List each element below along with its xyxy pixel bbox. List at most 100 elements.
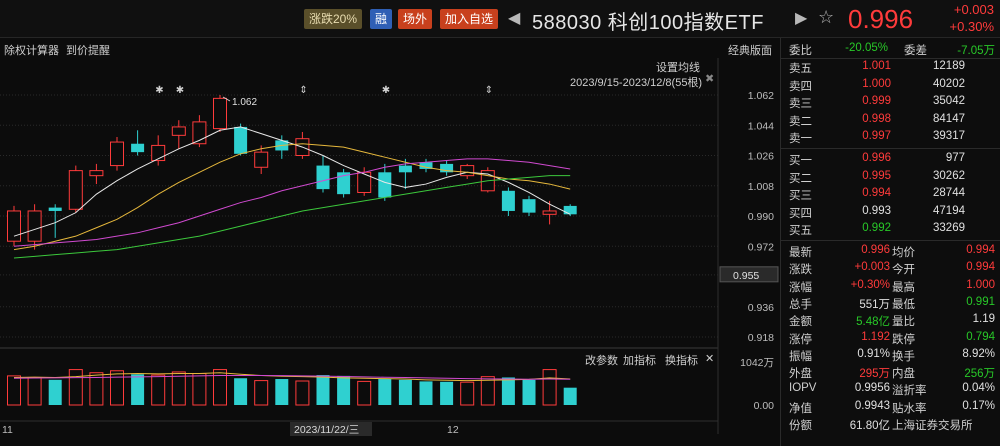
stat-label: 量比: [892, 316, 915, 329]
ask-level-label: 卖四: [789, 80, 812, 93]
ask-level-label: 卖三: [789, 98, 812, 110]
ask-volume: 39317: [933, 130, 965, 142]
stat-label: 外盘: [789, 368, 812, 381]
volume-bar: [234, 378, 248, 405]
ask-row: 卖一 0.997 39317: [781, 130, 1000, 147]
candle-body: [419, 162, 433, 169]
ask-volume: 84147: [933, 112, 965, 125]
price-change-pct: +0.30%: [949, 19, 994, 34]
bid-level-label: 买三: [789, 190, 812, 202]
divider: [781, 58, 1000, 59]
volume-bar: [295, 380, 310, 406]
stat-label: IOPV: [789, 382, 817, 395]
ask-volume: 12189: [933, 60, 965, 72]
close-indicator-icon[interactable]: ✕: [705, 353, 715, 365]
margin-tag[interactable]: 融: [370, 9, 392, 29]
stat-value: 0.04%: [962, 382, 995, 395]
stat-label: 内盘: [892, 368, 915, 381]
volume-tick-label: 0.00: [754, 400, 775, 412]
candle-body: [501, 190, 515, 211]
stat-value: 1.192: [861, 330, 890, 343]
add-indicator-button[interactable]: 加指标: [623, 355, 656, 367]
price-alert-button[interactable]: 到价提醒: [66, 45, 110, 57]
next-stock-icon[interactable]: ▶: [795, 10, 808, 27]
ex-rights-calculator-button[interactable]: 除权计算器: [4, 45, 59, 57]
price-tick-label: 1.044: [748, 120, 774, 132]
volume-bar: [89, 372, 104, 406]
price-tick-label: 0.918: [748, 332, 774, 344]
bid-row: 买三 0.994 28744: [781, 187, 1000, 204]
add-watchlist-button[interactable]: 加入自选: [440, 9, 499, 29]
prev-stock-icon[interactable]: ◀: [508, 10, 521, 27]
stat-value: 5.48亿: [856, 316, 890, 329]
x-axis-label: 2023/11/22/三: [294, 424, 359, 436]
volume-bar: [337, 375, 351, 405]
stat-label: 净值: [789, 402, 812, 415]
otc-tag[interactable]: 场外: [398, 9, 433, 29]
bid-price: 0.994: [862, 187, 891, 199]
volume-bar: [357, 380, 372, 406]
ask-row: 卖二 0.998 84147: [781, 113, 1000, 130]
x-axis-label: 11: [2, 424, 13, 436]
limit-tag[interactable]: 涨跌20%: [304, 9, 363, 29]
candle-body: [398, 165, 412, 173]
bid-price: 0.995: [862, 169, 891, 182]
stat-value: 1.19: [972, 313, 995, 326]
candle-body: [89, 170, 104, 177]
event-marker-icon: ⇕: [299, 85, 307, 96]
stat-value: 0.996: [861, 244, 890, 256]
volume-bar: [213, 369, 227, 406]
date-cursor-box: [290, 422, 372, 436]
volume-bar: [48, 379, 62, 405]
volume-bar: [419, 381, 433, 405]
candle-body: [151, 144, 166, 162]
favorite-star-icon[interactable]: ☆: [818, 7, 835, 27]
stat-value: 8.92%: [962, 347, 995, 360]
candle-body: [131, 143, 145, 153]
quote-panel: 委比 -20.05% 委差 -7.05万 卖五 1.001 12189 卖四 1.000…: [780, 38, 1000, 446]
ask-level-label: 卖一: [789, 133, 812, 145]
candle-body: [460, 165, 475, 177]
event-marker-icon: ✱: [382, 85, 390, 96]
bid-volume: 47194: [933, 204, 965, 217]
stat-row: 涨跌 +0.003 今开 0.994: [781, 261, 1000, 278]
switch-indicator-button[interactable]: 换指标: [665, 355, 698, 367]
stat-label: 溢折率: [892, 385, 927, 398]
candle-body: [378, 172, 392, 198]
event-marker-icon: ✱: [176, 85, 184, 96]
stat-label: 涨跌: [789, 264, 812, 277]
stat-value: 0.91%: [857, 347, 890, 360]
bid-row: 买五 0.992 33269: [781, 222, 1000, 239]
volume-bar: [460, 381, 475, 406]
volume-bar: [68, 369, 83, 406]
volume-tick-label: 1042万: [740, 357, 774, 369]
ma-line: [13, 175, 571, 259]
candle-body: [234, 126, 248, 154]
price-tick-label: 1.062: [748, 90, 774, 102]
volume-bar: [192, 373, 207, 406]
bid-volume: 33269: [933, 222, 965, 234]
weibi-value: -20.05%: [845, 42, 888, 54]
stat-label: 涨停: [789, 333, 812, 346]
pin-icon[interactable]: ✖: [705, 73, 715, 85]
bid-row: 买一 0.996 977: [781, 152, 1000, 169]
volume-bar: [27, 376, 42, 406]
candle-body: [254, 151, 269, 168]
classic-layout-button[interactable]: 经典版面: [728, 45, 772, 57]
stat-label: 金额: [789, 316, 812, 329]
price-tick-label: 0.990: [748, 211, 774, 223]
stat-value: 0.9956: [854, 382, 890, 395]
stat-row: 份额 61.80亿 上海证券交易所: [781, 417, 1000, 434]
change-params-button[interactable]: 改参数: [585, 355, 618, 367]
volume-bar: [151, 374, 166, 406]
stat-value: 0.991: [966, 295, 995, 308]
bid-volume: 977: [945, 152, 965, 164]
divider: [781, 240, 1000, 241]
stat-row: 总手 551万 最低 0.991: [781, 296, 1000, 313]
stat-row: 净值 0.9943 贴水率 0.17%: [781, 400, 1000, 417]
kline-chart[interactable]: 1.062 1.044 1.026 1.008 0.990 0.972 0.955 0.936…: [0, 38, 780, 446]
stat-value: +0.003: [854, 261, 891, 274]
candle-body: [171, 126, 186, 136]
ma-settings-button[interactable]: 设置均线: [656, 62, 700, 74]
candle-body: [68, 170, 83, 210]
